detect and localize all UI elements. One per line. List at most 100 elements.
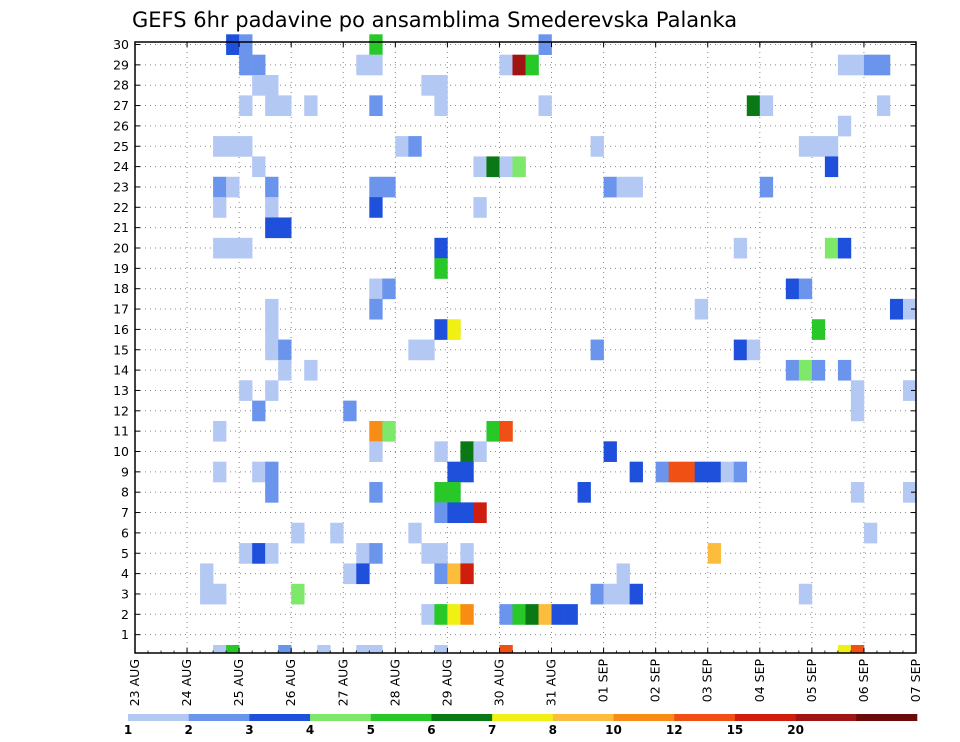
colorbar-swatch <box>431 714 493 721</box>
precip-cell <box>902 482 917 503</box>
y-tick-label: 19 <box>113 261 129 276</box>
precip-cell <box>707 461 722 483</box>
y-tick-label: 28 <box>113 78 129 93</box>
precip-cell <box>369 197 383 218</box>
y-tick-label: 17 <box>113 302 129 317</box>
precip-cell <box>265 75 279 96</box>
colorbar-label: 1 <box>124 723 132 737</box>
colorbar-label: 3 <box>245 723 253 737</box>
precip-cell <box>798 136 813 157</box>
y-tick-label: 3 <box>121 586 129 601</box>
precip-cell <box>824 237 839 259</box>
y-tick-label: 11 <box>113 424 129 439</box>
precip-cell <box>616 176 630 198</box>
precip-cell <box>434 237 448 259</box>
x-tick-label: 24 AUG <box>179 659 194 706</box>
precip-cell <box>837 237 852 259</box>
precip-cell <box>252 54 266 76</box>
precip-cell <box>200 563 214 585</box>
precip-cell <box>408 339 422 361</box>
precip-cell <box>213 237 227 259</box>
precip-cell <box>369 278 383 300</box>
y-tick-label: 26 <box>113 118 129 133</box>
x-tick-label: 29 AUG <box>439 659 454 706</box>
colorbar-swatch <box>856 714 918 721</box>
precip-cell <box>356 563 370 585</box>
precip-cell <box>369 34 383 55</box>
colorbar-swatch <box>128 714 189 721</box>
precip-cell <box>369 645 383 653</box>
precip-cell <box>291 522 305 544</box>
precip-cell <box>694 461 709 483</box>
y-tick-label: 30 <box>113 37 129 52</box>
colorbar-swatch <box>795 714 857 721</box>
precip-cell <box>200 583 214 605</box>
precip-cell <box>447 461 461 483</box>
y-tick-label: 20 <box>113 241 129 256</box>
precip-cell <box>434 502 448 524</box>
precip-cell <box>239 34 253 55</box>
precip-cell <box>798 583 813 605</box>
y-tick-label: 27 <box>113 98 129 113</box>
precip-cell <box>343 563 357 585</box>
precip-cell <box>499 604 513 625</box>
precip-cell <box>278 359 292 381</box>
precip-cell <box>824 136 839 157</box>
y-tick-label: 12 <box>113 403 129 418</box>
precip-cell <box>525 54 539 76</box>
precip-cell <box>850 645 865 653</box>
precip-cell <box>759 95 774 117</box>
precip-cell <box>213 461 227 483</box>
y-tick-label: 13 <box>113 383 129 398</box>
precip-cell <box>252 75 266 96</box>
precip-cell <box>239 543 253 564</box>
precip-cell <box>746 339 761 361</box>
precip-cell <box>733 339 748 361</box>
y-tick-label: 24 <box>113 159 129 174</box>
precip-cell <box>538 34 552 55</box>
precip-cell <box>603 441 617 462</box>
precip-cell <box>499 156 513 178</box>
precip-cell <box>421 339 435 361</box>
precip-cell <box>811 136 826 157</box>
y-tick-label: 16 <box>113 322 129 337</box>
precip-cell <box>421 543 435 564</box>
precip-cell <box>655 461 669 483</box>
precip-cell <box>733 461 748 483</box>
precip-cell <box>733 237 748 259</box>
precip-cell <box>798 278 813 300</box>
x-tick-label: 05 SEP <box>804 659 819 703</box>
precip-cell <box>226 237 240 259</box>
colorbar-label: 12 <box>666 723 683 737</box>
colorbar-swatch <box>249 714 311 721</box>
colorbar-swatch <box>188 714 250 721</box>
precip-cell <box>252 543 266 564</box>
precip-cell <box>356 645 370 653</box>
colorbar-label: 4 <box>306 723 314 737</box>
x-tick-label: 31 AUG <box>544 659 559 706</box>
precip-cell <box>369 543 383 564</box>
precip-cell <box>356 54 370 76</box>
y-tick-label: 22 <box>113 200 129 215</box>
precip-cell <box>265 482 279 503</box>
precip-cell <box>460 604 474 625</box>
chart-title: GEFS 6hr padavine po ansamblima Smederev… <box>132 8 737 32</box>
x-tick-label: 01 SEP <box>596 659 611 703</box>
x-tick-label: 27 AUG <box>335 659 350 706</box>
x-tick-label: 06 SEP <box>856 659 871 703</box>
precip-cell <box>460 502 474 524</box>
precip-cell <box>434 543 448 564</box>
precip-cell <box>239 95 253 117</box>
y-tick-label: 1 <box>121 627 129 642</box>
precip-cell <box>434 563 448 585</box>
precip-cell <box>434 95 448 117</box>
precip-cell <box>837 54 852 76</box>
precip-cell <box>538 604 552 625</box>
precip-cell <box>447 482 461 503</box>
precip-cell <box>265 319 279 340</box>
precip-cell <box>460 543 474 564</box>
precip-cell <box>811 319 826 340</box>
x-tick-label: 03 SEP <box>700 659 715 703</box>
precip-cell <box>265 217 279 239</box>
